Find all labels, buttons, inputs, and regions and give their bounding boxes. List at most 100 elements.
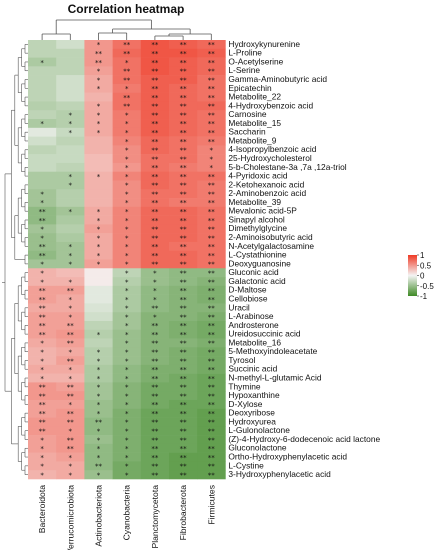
significance-marker: * (125, 419, 129, 427)
heatmap-cell (169, 285, 198, 295)
significance-marker: ** (208, 287, 216, 295)
significance-marker: ** (151, 173, 159, 181)
heatmap-cell (56, 171, 85, 181)
significance-marker: * (40, 349, 44, 357)
heatmap-cell (169, 399, 198, 410)
significance-marker: ** (180, 410, 188, 418)
heatmap-cell (112, 250, 142, 260)
heatmap-cell (112, 40, 142, 50)
heatmap-cell (197, 364, 226, 374)
heatmap-cell (28, 241, 57, 252)
heatmap-cell (140, 417, 170, 427)
heatmap-cell (112, 145, 142, 155)
heatmap-cell (84, 382, 113, 392)
heatmap-cell (140, 347, 170, 357)
significance-marker: ** (180, 445, 188, 453)
significance-marker: * (125, 471, 129, 479)
heatmap-cell (169, 417, 198, 427)
heatmap-cell (56, 382, 85, 392)
heatmap-cell (84, 162, 113, 172)
heatmap-cell (140, 399, 170, 410)
significance-marker: ** (67, 322, 75, 330)
significance-marker: * (125, 217, 129, 225)
significance-marker: * (125, 173, 129, 181)
heatmap-cell (169, 277, 198, 287)
significance-marker: ** (208, 41, 216, 49)
heatmap-cell (84, 303, 113, 313)
heatmap-cell (197, 312, 226, 322)
heatmap-cell (197, 127, 226, 137)
heatmap-cell (84, 180, 113, 190)
significance-marker: ** (123, 50, 131, 58)
heatmap-cell (28, 356, 57, 366)
significance-marker: * (125, 287, 129, 295)
heatmap-cell (84, 329, 113, 339)
heatmap-cell (197, 224, 226, 234)
heatmap-cell (56, 224, 85, 234)
heatmap-cell (140, 215, 170, 225)
heatmap-cell (28, 66, 57, 76)
heatmap-cell (28, 259, 57, 269)
heatmap-cell (197, 92, 226, 102)
significance-marker: * (40, 190, 44, 198)
significance-marker: ** (208, 331, 216, 339)
significance-marker: ** (208, 68, 216, 76)
heatmap-cell (84, 294, 113, 304)
heatmap-cell (140, 110, 170, 120)
heatmap-cell (197, 83, 226, 93)
significance-marker: * (69, 349, 73, 357)
heatmap-cell (140, 162, 170, 172)
heatmap-cell (28, 391, 57, 401)
significance-marker: ** (208, 428, 216, 436)
significance-marker: ** (208, 313, 216, 321)
heatmap-cell (28, 312, 57, 322)
significance-marker: ** (180, 252, 188, 260)
significance-marker: * (40, 366, 44, 374)
heatmap-cell (56, 48, 85, 58)
heatmap-cell (140, 136, 170, 146)
column-label: Firmicutes (206, 485, 216, 525)
significance-marker: ** (151, 392, 159, 400)
significance-marker: * (97, 436, 101, 444)
significance-marker: ** (208, 401, 216, 409)
significance-marker: * (125, 296, 129, 304)
significance-marker: * (40, 445, 44, 453)
heatmap-cell (56, 277, 85, 287)
heatmap-cell (112, 417, 142, 427)
significance-marker: ** (151, 375, 159, 383)
significance-marker: ** (151, 252, 159, 260)
heatmap-cell (169, 426, 198, 436)
row-label: Succinic acid (228, 364, 277, 374)
significance-marker: * (97, 120, 101, 128)
significance-marker: ** (67, 392, 75, 400)
significance-marker: * (69, 471, 73, 479)
row-label: Hypoxanthine (228, 390, 280, 400)
heatmap-cell (28, 119, 57, 129)
heatmap-cell (84, 198, 113, 208)
heatmap-cell (112, 233, 142, 243)
significance-marker: ** (180, 375, 188, 383)
significance-marker: ** (151, 428, 159, 436)
significance-marker: ** (180, 217, 188, 225)
heatmap-cell (56, 452, 85, 462)
significance-marker: * (40, 261, 44, 269)
significance-marker: * (40, 436, 44, 444)
row-label: Gamma-Aminobutyric acid (228, 74, 327, 84)
significance-marker: ** (180, 454, 188, 462)
heatmap-cell (28, 364, 57, 374)
heatmap-cell (84, 364, 113, 374)
heatmap-cell (84, 241, 113, 252)
legend-color-bar (408, 255, 417, 296)
significance-marker: ** (180, 234, 188, 242)
heatmap-cell (56, 110, 85, 120)
heatmap-cell (56, 241, 85, 252)
significance-marker: ** (180, 147, 188, 155)
heatmap-cell (56, 399, 85, 410)
heatmap-cell (84, 57, 113, 67)
significance-marker: ** (180, 261, 188, 269)
significance-marker: * (125, 436, 129, 444)
heatmap-cell (56, 136, 85, 146)
significance-marker: ** (67, 436, 75, 444)
heatmap-cell (197, 57, 226, 67)
heatmap-cell (197, 382, 226, 392)
